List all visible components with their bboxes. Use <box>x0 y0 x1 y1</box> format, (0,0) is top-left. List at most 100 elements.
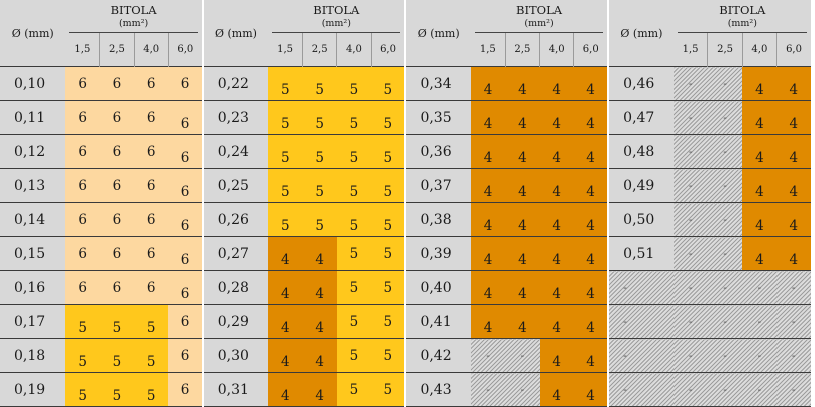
value-cell: 6 <box>134 66 169 101</box>
value-cell: - <box>505 372 540 407</box>
value-cell: 6 <box>65 168 100 203</box>
diameter-cell: 0,41 <box>404 304 471 339</box>
value-cell: 4 <box>302 236 337 271</box>
value-cell: 5 <box>371 338 406 373</box>
diameter-cell: 0,11 <box>0 100 66 135</box>
value-cell: 5 <box>268 168 303 203</box>
value-cell: - <box>673 168 708 203</box>
value-cell: 4 <box>539 372 574 407</box>
value-cell: - <box>707 304 743 339</box>
value-cell: 5 <box>336 338 372 373</box>
value-cell: - <box>776 338 811 373</box>
value-cell: - <box>707 236 743 271</box>
value-cell: 4 <box>302 338 337 373</box>
value-cell: 6 <box>168 134 203 169</box>
value-cell: - <box>707 202 743 237</box>
diameter-cell: 0,14 <box>0 202 66 237</box>
value-cell: - <box>673 304 708 339</box>
value-cell: 5 <box>65 304 100 339</box>
value-cell: 6 <box>134 134 169 169</box>
diameter-cell: 0,50 <box>607 202 674 237</box>
value-cell: 4 <box>268 304 303 339</box>
value-cell: 4 <box>302 304 337 339</box>
diameter-cell: 0,25 <box>201 168 269 203</box>
diameter-cell: 0,48 <box>607 134 674 169</box>
bitola-title: BITOLA <box>719 2 766 17</box>
gauge-header: 4,0 <box>133 33 169 67</box>
diameter-cell: 0,39 <box>404 236 471 271</box>
value-cell: 5 <box>371 100 406 135</box>
value-cell: 4 <box>573 338 609 373</box>
value-cell: 4 <box>573 168 609 203</box>
bitola-header: BITOLA (mm²) <box>268 0 406 33</box>
value-cell: 4 <box>505 304 540 339</box>
value-cell: 4 <box>539 168 574 203</box>
value-cell: 4 <box>470 168 506 203</box>
value-cell: 4 <box>505 202 540 237</box>
value-cell: - <box>673 134 708 169</box>
diameter-cell: 0,29 <box>201 304 269 339</box>
value-cell: 4 <box>573 270 609 305</box>
value-cell: 6 <box>168 236 203 271</box>
diameter-cell: - <box>607 338 674 373</box>
value-cell: 4 <box>470 202 506 237</box>
value-cell: 4 <box>573 202 609 237</box>
value-cell: 4 <box>539 66 574 101</box>
value-cell: - <box>673 236 708 271</box>
value-cell: 6 <box>99 66 135 101</box>
value-cell: 5 <box>268 100 303 135</box>
value-cell: 4 <box>742 134 777 169</box>
bitola-title: BITOLA <box>110 2 157 17</box>
value-cell: 6 <box>65 134 100 169</box>
diameter-cell: 0,34 <box>404 66 471 101</box>
value-cell: 5 <box>336 236 372 271</box>
diameter-cell: 0,49 <box>607 168 674 203</box>
table-row: 0,19 5 5 5 6 0,31 4 4 5 5 0,43- -4 4- - - - - <box>0 372 811 407</box>
value-cell: 4 <box>505 134 540 169</box>
value-cell: 6 <box>65 66 100 101</box>
gauge-header: 4,0 <box>539 33 574 67</box>
value-cell: 6 <box>168 304 203 339</box>
value-cell: 5 <box>371 372 406 407</box>
value-cell: 4 <box>470 304 506 339</box>
value-cell: 4 <box>742 202 777 237</box>
value-cell: 6 <box>99 270 135 305</box>
value-cell: 5 <box>134 372 169 407</box>
value-cell: 5 <box>134 304 169 339</box>
value-cell: 5 <box>268 202 303 237</box>
bitola-unit: (mm²) <box>118 17 149 29</box>
value-cell: 4 <box>470 100 506 135</box>
value-cell: 4 <box>573 134 609 169</box>
value-cell: 4 <box>470 236 506 271</box>
value-cell: 5 <box>336 66 372 101</box>
value-cell: 5 <box>99 304 135 339</box>
value-cell: 5 <box>336 202 372 237</box>
value-cell: - <box>742 304 777 339</box>
value-cell: 6 <box>168 100 203 135</box>
value-cell: 6 <box>65 270 100 305</box>
header-row-top: Ø (mm) BITOLA (mm²) Ø (mm) BITOLA (mm²) … <box>0 0 811 67</box>
value-cell: 6 <box>134 236 169 271</box>
diameter-cell: - <box>607 270 674 305</box>
diameter-cell: - <box>607 372 674 407</box>
header-row-gauges: 1,5 2,5 4,0 6,0 1,5 2,5 4,0 6,0 1,5 2,5 … <box>0 33 811 67</box>
gauge-header: 6,0 <box>573 33 609 67</box>
value-cell: 4 <box>470 270 506 305</box>
value-cell: 5 <box>336 304 372 339</box>
value-cell: - <box>673 202 708 237</box>
diameter-cell: 0,27 <box>201 236 269 271</box>
diameter-cell: 0,47 <box>607 100 674 135</box>
value-cell: - <box>673 100 708 135</box>
value-cell: 4 <box>573 372 609 407</box>
value-cell: 4 <box>268 372 303 407</box>
value-cell: 5 <box>302 168 337 203</box>
value-cell: 5 <box>371 236 406 271</box>
value-cell: 4 <box>742 168 777 203</box>
value-cell: 5 <box>302 134 337 169</box>
value-cell: 5 <box>336 100 372 135</box>
table-row: 0,15 6 6 6 6 0,27 4 4 5 5 0,39 4 4 4 4 0,51- -4 4 <box>0 236 811 271</box>
value-cell: 4 <box>539 270 574 305</box>
value-cell: 6 <box>168 338 203 373</box>
value-cell: 5 <box>371 134 406 169</box>
gauge-header: 2,5 <box>707 33 743 67</box>
